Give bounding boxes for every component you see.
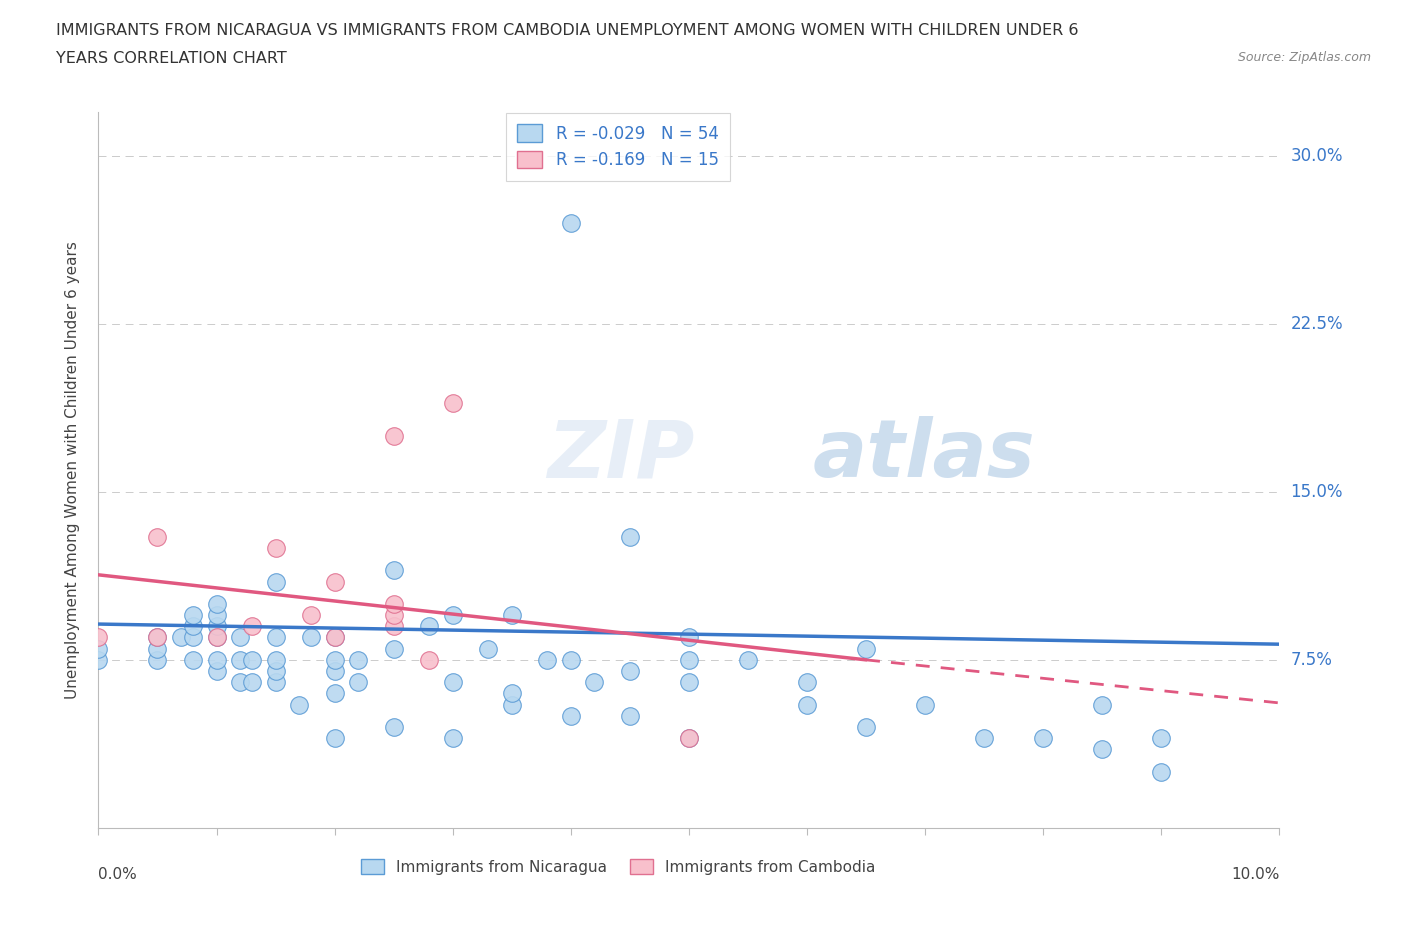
Point: [1091, 742, 1114, 757]
Text: 22.5%: 22.5%: [1291, 315, 1343, 333]
Point: [678, 731, 700, 746]
Point: [1091, 698, 1114, 712]
Point: [1150, 731, 1173, 746]
Point: [205, 653, 228, 668]
Point: [678, 731, 700, 746]
Point: [382, 607, 405, 622]
Point: [796, 675, 818, 690]
Point: [678, 653, 700, 668]
Point: [170, 630, 193, 644]
Point: [560, 709, 582, 724]
Point: [347, 675, 370, 690]
Point: [560, 653, 582, 668]
Point: [229, 675, 252, 690]
Point: [240, 618, 263, 633]
Point: [240, 675, 263, 690]
Text: YEARS CORRELATION CHART: YEARS CORRELATION CHART: [56, 51, 287, 66]
Point: [323, 686, 346, 701]
Point: [737, 653, 759, 668]
Point: [299, 607, 322, 622]
Point: [323, 731, 346, 746]
Point: [205, 607, 228, 622]
Text: 0.0%: 0.0%: [98, 867, 138, 882]
Point: [87, 642, 110, 657]
Point: [87, 653, 110, 668]
Text: ZIP: ZIP: [547, 417, 695, 495]
Point: [619, 709, 641, 724]
Point: [146, 642, 169, 657]
Point: [264, 630, 287, 644]
Point: [382, 596, 405, 611]
Text: atlas: atlas: [813, 417, 1036, 495]
Point: [181, 653, 204, 668]
Point: [264, 540, 287, 555]
Legend: Immigrants from Nicaragua, Immigrants from Cambodia: Immigrants from Nicaragua, Immigrants fr…: [354, 853, 882, 881]
Point: [205, 618, 228, 633]
Text: 30.0%: 30.0%: [1291, 147, 1343, 166]
Point: [323, 664, 346, 679]
Point: [1032, 731, 1054, 746]
Point: [323, 653, 346, 668]
Point: [536, 653, 558, 668]
Point: [323, 630, 346, 644]
Text: 7.5%: 7.5%: [1291, 651, 1333, 669]
Text: 15.0%: 15.0%: [1291, 483, 1343, 501]
Point: [501, 607, 523, 622]
Point: [418, 653, 440, 668]
Point: [619, 664, 641, 679]
Point: [181, 630, 204, 644]
Point: [678, 630, 700, 644]
Point: [382, 618, 405, 633]
Point: [205, 630, 228, 644]
Point: [146, 653, 169, 668]
Point: [240, 653, 263, 668]
Point: [914, 698, 936, 712]
Point: [796, 698, 818, 712]
Point: [229, 653, 252, 668]
Point: [441, 607, 464, 622]
Point: [441, 731, 464, 746]
Point: [441, 395, 464, 410]
Point: [347, 653, 370, 668]
Point: [619, 529, 641, 544]
Point: [264, 675, 287, 690]
Point: [181, 607, 204, 622]
Point: [264, 574, 287, 589]
Point: [288, 698, 311, 712]
Point: [560, 216, 582, 231]
Y-axis label: Unemployment Among Women with Children Under 6 years: Unemployment Among Women with Children U…: [65, 241, 80, 698]
Point: [855, 720, 877, 735]
Point: [299, 630, 322, 644]
Point: [146, 630, 169, 644]
Text: 10.0%: 10.0%: [1232, 867, 1279, 882]
Point: [583, 675, 606, 690]
Text: Source: ZipAtlas.com: Source: ZipAtlas.com: [1237, 51, 1371, 64]
Point: [229, 630, 252, 644]
Point: [1150, 764, 1173, 779]
Point: [87, 630, 110, 644]
Point: [146, 630, 169, 644]
Point: [205, 630, 228, 644]
Point: [323, 630, 346, 644]
Point: [181, 618, 204, 633]
Point: [477, 642, 499, 657]
Point: [501, 698, 523, 712]
Point: [323, 574, 346, 589]
Point: [418, 618, 440, 633]
Point: [973, 731, 995, 746]
Text: IMMIGRANTS FROM NICARAGUA VS IMMIGRANTS FROM CAMBODIA UNEMPLOYMENT AMONG WOMEN W: IMMIGRANTS FROM NICARAGUA VS IMMIGRANTS …: [56, 23, 1078, 38]
Point: [146, 529, 169, 544]
Point: [678, 675, 700, 690]
Point: [382, 642, 405, 657]
Point: [855, 642, 877, 657]
Point: [501, 686, 523, 701]
Point: [382, 429, 405, 444]
Point: [205, 596, 228, 611]
Point: [205, 664, 228, 679]
Point: [382, 720, 405, 735]
Point: [441, 675, 464, 690]
Point: [264, 653, 287, 668]
Point: [264, 664, 287, 679]
Point: [382, 563, 405, 578]
